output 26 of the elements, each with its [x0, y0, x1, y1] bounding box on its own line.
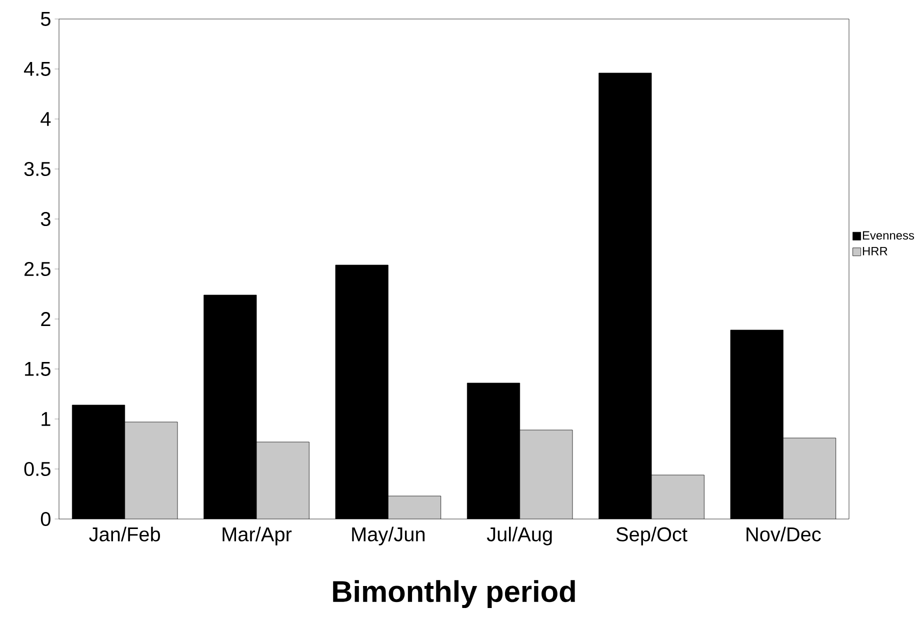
y-tick-label: 0	[40, 512, 50, 526]
bar	[520, 430, 573, 519]
bar	[124, 422, 178, 519]
y-tick-label: 4.5	[24, 62, 50, 76]
y-tick-label: 2	[41, 312, 50, 326]
y-tick-label: 5	[40, 12, 50, 26]
y-tick-label: 2.5	[24, 262, 50, 276]
legend-label: Evenness	[862, 231, 914, 240]
bar	[256, 442, 310, 519]
y-tick-label: 4	[40, 112, 51, 126]
x-tick-label: May/Jun	[352, 526, 425, 546]
x-axis-title: Bimonthly period	[333, 580, 575, 608]
x-tick-label: Sep/Oct	[616, 526, 688, 546]
y-tick-label: 1.5	[25, 362, 50, 376]
y-tick-label: 3.5	[24, 162, 50, 176]
x-tick-label: Nov/Dec	[746, 526, 821, 542]
x-tick-label: Mar/Apr	[222, 526, 292, 546]
bar	[782, 438, 836, 519]
y-tick-label: 1	[42, 412, 50, 426]
x-tick-label: Jul/Aug	[486, 526, 552, 546]
legend-label: HRR	[862, 246, 888, 256]
bar	[652, 475, 704, 519]
y-tick-label: 0.5	[24, 462, 50, 476]
x-tick-label: Jan/Feb	[89, 526, 160, 542]
y-tick-label: 3	[40, 212, 50, 226]
bar	[388, 496, 441, 519]
